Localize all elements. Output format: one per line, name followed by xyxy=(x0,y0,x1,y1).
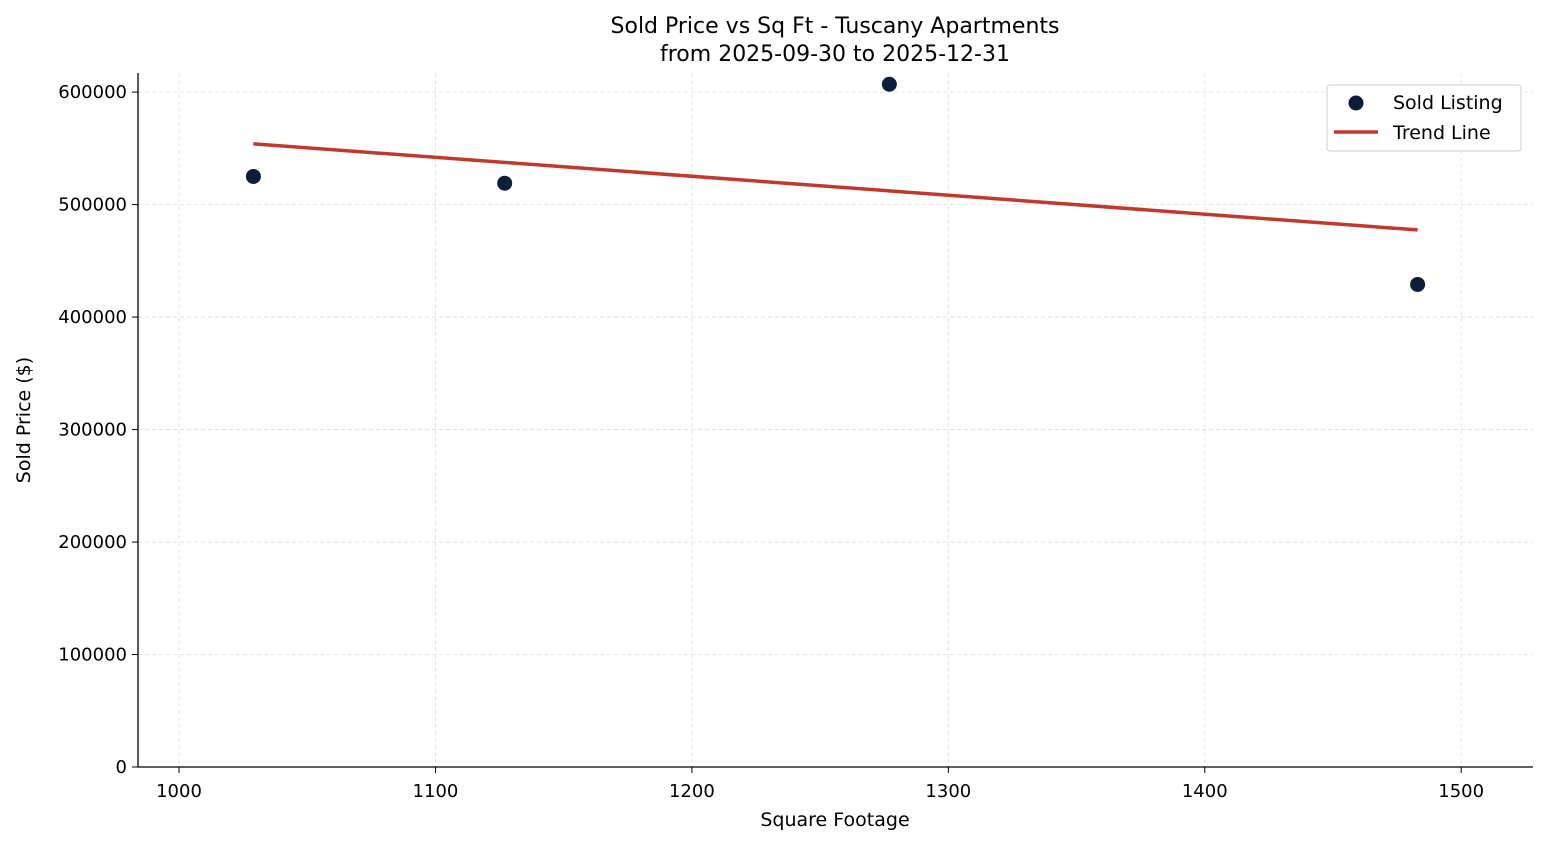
legend-label-trend-line: Trend Line xyxy=(1392,122,1491,144)
y-tick-label: 600000 xyxy=(58,82,127,103)
chart-subtitle: from 2025-09-30 to 2025-12-31 xyxy=(660,42,1010,67)
x-tick-label: 1300 xyxy=(925,781,971,802)
x-tick-label: 1100 xyxy=(413,781,459,802)
x-tick-label: 1000 xyxy=(156,781,202,802)
y-tick-label: 500000 xyxy=(58,195,127,216)
x-tick-label: 1500 xyxy=(1438,781,1484,802)
x-axis-label: Square Footage xyxy=(760,809,909,831)
y-tick-label: 0 xyxy=(116,757,127,778)
y-tick-label: 300000 xyxy=(58,420,127,441)
data-point xyxy=(881,76,897,92)
legend-box xyxy=(1326,84,1522,152)
y-tick-label: 400000 xyxy=(58,307,127,328)
legend-label-sold-listing: Sold Listing xyxy=(1393,92,1503,114)
marks xyxy=(245,76,1426,292)
legend-marker-sold-listing xyxy=(1348,95,1364,111)
grid xyxy=(138,73,1533,768)
chart-title: Sold Price vs Sq Ft - Tuscany Apartments xyxy=(611,14,1060,39)
x-tick-label: 1400 xyxy=(1182,781,1228,802)
ticks: 1000 1100 1200 1300 1400 1500 0 100000 200000 300… xyxy=(58,82,1484,802)
y-tick-label: 100000 xyxy=(58,645,127,666)
trend-line xyxy=(253,142,1418,232)
data-point xyxy=(245,168,261,184)
data-point xyxy=(1410,276,1426,292)
y-tick-label: 200000 xyxy=(58,532,127,553)
x-tick-label: 1200 xyxy=(669,781,715,802)
legend: Sold Listing Trend Line xyxy=(1326,84,1522,152)
data-point xyxy=(497,175,513,191)
y-axis-label: Sold Price ($) xyxy=(13,357,35,483)
